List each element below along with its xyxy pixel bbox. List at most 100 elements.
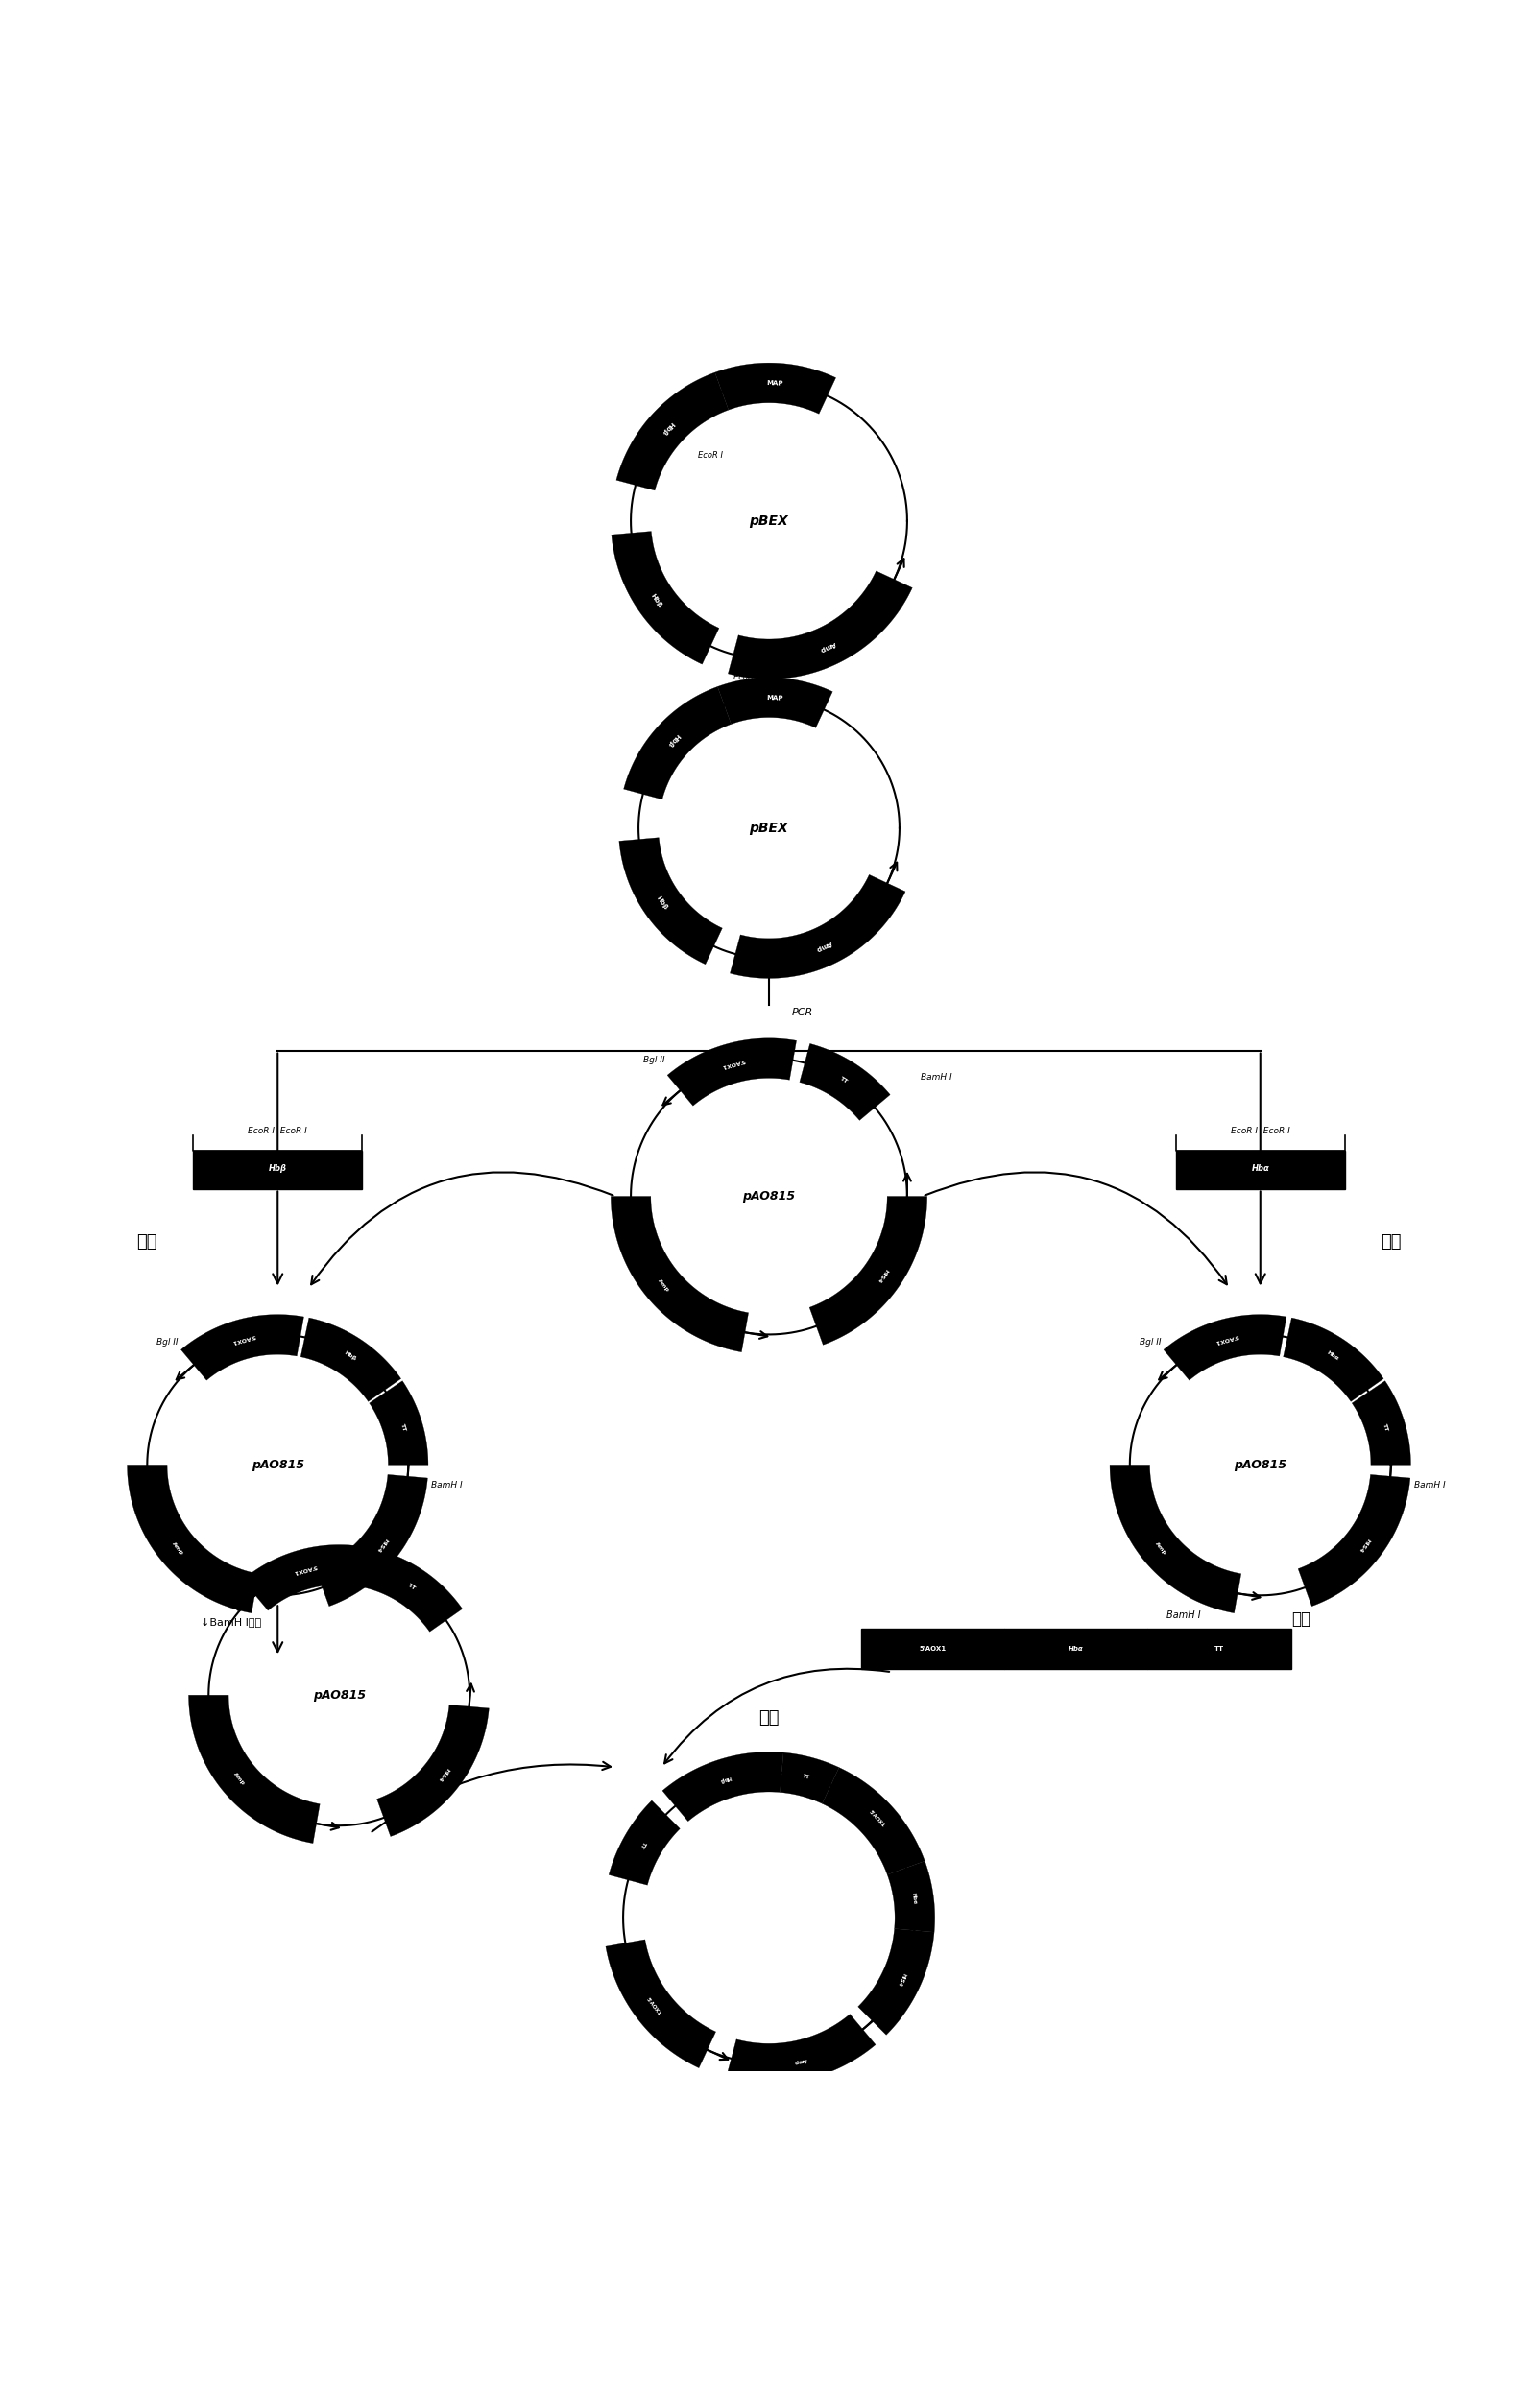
Text: Hbα: Hbα: [1069, 1647, 1084, 1652]
Text: BamH I: BamH I: [1166, 1611, 1201, 1621]
Text: Hbβ: Hbβ: [649, 592, 663, 609]
Text: Amp: Amp: [815, 939, 834, 954]
Text: TT: TT: [838, 1076, 847, 1084]
Text: BamH I: BamH I: [431, 1481, 463, 1488]
Polygon shape: [663, 1753, 783, 1820]
Text: Hbβ: Hbβ: [718, 1775, 732, 1782]
Polygon shape: [727, 571, 912, 679]
Text: 连接: 连接: [1381, 1233, 1401, 1252]
Text: pBEX: pBEX: [749, 515, 789, 527]
Polygon shape: [780, 1753, 840, 1804]
Polygon shape: [300, 1317, 401, 1401]
Polygon shape: [715, 364, 835, 414]
Polygon shape: [611, 1197, 749, 1351]
Text: Hbα: Hbα: [910, 1893, 917, 1905]
Text: 切割: 切割: [1290, 1611, 1310, 1628]
Text: Amp: Amp: [657, 1279, 671, 1293]
Polygon shape: [823, 1767, 924, 1876]
Text: TT: TT: [406, 1582, 415, 1592]
Polygon shape: [189, 1695, 320, 1842]
Text: Bgl II: Bgl II: [1140, 1336, 1161, 1346]
Polygon shape: [606, 1938, 715, 2068]
Polygon shape: [1164, 1315, 1286, 1380]
Text: EcoR I: EcoR I: [734, 672, 758, 681]
Text: Hbβ: Hbβ: [343, 1351, 357, 1363]
Text: EcoR I: EcoR I: [698, 450, 723, 460]
Text: 5'AOX1: 5'AOX1: [721, 1057, 746, 1069]
Text: BamH I: BamH I: [1413, 1481, 1446, 1488]
Text: 5'AOX1: 5'AOX1: [232, 1334, 257, 1344]
Text: 5'AOX1: 5'AOX1: [292, 1563, 318, 1575]
Text: TT: TT: [1381, 1423, 1389, 1430]
Polygon shape: [1298, 1474, 1410, 1606]
Text: pAO815: pAO815: [743, 1190, 795, 1202]
Bar: [1177, 1151, 1344, 1190]
Polygon shape: [128, 1464, 258, 1613]
Bar: [1147, 1630, 1290, 1669]
Text: Amp: Amp: [818, 641, 837, 653]
Text: MAP: MAP: [766, 694, 783, 701]
Text: pAO815: pAO815: [251, 1459, 305, 1471]
Text: HIS4: HIS4: [897, 1972, 906, 1987]
Bar: [194, 1151, 361, 1190]
Polygon shape: [609, 1801, 680, 1885]
Polygon shape: [800, 1043, 891, 1120]
Text: 5'AOX1: 5'AOX1: [644, 1996, 661, 2015]
Text: EcoR I  EcoR I: EcoR I EcoR I: [248, 1127, 308, 1134]
Text: HIS4: HIS4: [875, 1267, 889, 1283]
Text: Amp: Amp: [794, 2056, 807, 2064]
Polygon shape: [667, 1038, 797, 1105]
Text: TT: TT: [1215, 1647, 1224, 1652]
Text: Bgl II: Bgl II: [643, 1055, 664, 1064]
Text: 连接: 连接: [137, 1233, 157, 1252]
Text: 5'AOX1: 5'AOX1: [920, 1647, 946, 1652]
Polygon shape: [620, 838, 723, 963]
Polygon shape: [726, 2013, 875, 2083]
Text: 5'AOX1: 5'AOX1: [867, 1811, 886, 1828]
Text: pAO815: pAO815: [312, 1688, 366, 1702]
Polygon shape: [809, 1197, 927, 1346]
Text: Amp: Amp: [1154, 1541, 1167, 1556]
Polygon shape: [181, 1315, 305, 1380]
Text: TT: TT: [803, 1775, 811, 1780]
Text: EcoR I  EcoR I: EcoR I EcoR I: [1230, 1127, 1290, 1134]
Polygon shape: [369, 1380, 428, 1464]
Text: PCR: PCR: [792, 1007, 814, 1016]
Polygon shape: [887, 1861, 935, 1931]
Polygon shape: [1283, 1317, 1384, 1401]
Text: 连接: 连接: [758, 1710, 780, 1727]
Text: ↓BamH I切割: ↓BamH I切割: [201, 1618, 261, 1628]
Text: Hbβ: Hbβ: [660, 419, 675, 436]
Polygon shape: [858, 1929, 934, 2035]
Text: 突变: 突变: [800, 689, 820, 706]
Text: HIS4: HIS4: [1357, 1536, 1370, 1553]
Polygon shape: [361, 1548, 463, 1633]
Bar: [861, 1630, 1004, 1669]
Text: Hbβ: Hbβ: [655, 896, 669, 910]
Text: Hbβ: Hbβ: [666, 732, 680, 746]
Polygon shape: [624, 686, 731, 799]
Text: pBEX: pBEX: [749, 821, 789, 836]
Text: MAP: MAP: [766, 380, 783, 385]
Polygon shape: [731, 874, 906, 978]
Text: Bgl II: Bgl II: [218, 1568, 240, 1577]
Text: Amp: Amp: [171, 1541, 185, 1556]
Polygon shape: [718, 677, 832, 727]
Text: Hbβ: Hbβ: [269, 1165, 286, 1173]
Text: Hbα: Hbα: [1326, 1351, 1340, 1363]
Polygon shape: [1110, 1464, 1241, 1613]
Text: Bgl II: Bgl II: [157, 1336, 178, 1346]
Text: Bgl II: Bgl II: [1172, 1637, 1195, 1647]
Polygon shape: [315, 1474, 428, 1606]
Text: pAO815: pAO815: [1233, 1459, 1287, 1471]
Polygon shape: [612, 532, 720, 665]
Text: 5'AOX1: 5'AOX1: [1213, 1334, 1240, 1344]
Polygon shape: [1352, 1380, 1410, 1464]
Text: BamH I: BamH I: [921, 1072, 952, 1081]
Polygon shape: [377, 1705, 489, 1837]
Bar: [1004, 1630, 1147, 1669]
Text: HIS4: HIS4: [435, 1767, 449, 1782]
Text: HIS4: HIS4: [374, 1536, 388, 1553]
Text: Amp: Amp: [232, 1772, 246, 1787]
Text: TT: TT: [398, 1423, 406, 1430]
